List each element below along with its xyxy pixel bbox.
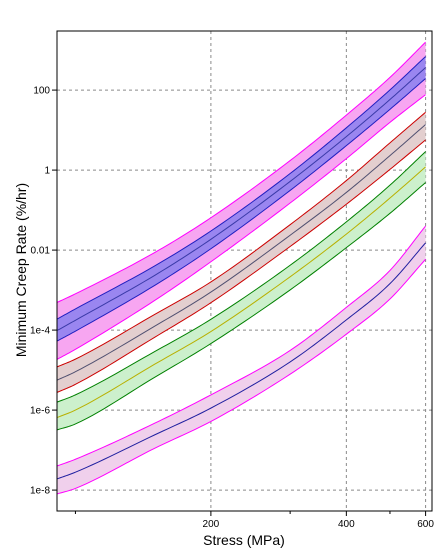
- confidence-bands: [57, 41, 426, 495]
- series-4-band-upper-line: [57, 225, 426, 467]
- grid: [57, 31, 432, 511]
- x-tick-label: 400: [338, 519, 355, 530]
- y-axis: 1e-8 1e-6 1e-4 0.01 1 100: [30, 86, 57, 497]
- y-tick-label: 0.01: [31, 246, 51, 257]
- series-1-median-line: [57, 67, 426, 332]
- y-tick-label: 1: [44, 166, 50, 177]
- series-4-band-fill: [57, 226, 426, 494]
- series-1-inner-band-upper-line: [57, 56, 426, 320]
- y-tick-label: 1e-8: [30, 486, 50, 497]
- series-2-median-line: [57, 124, 426, 381]
- plot-frame: [56, 30, 433, 512]
- y-tick-label: 100: [33, 86, 50, 97]
- series-3-band-fill: [57, 151, 426, 430]
- series-1-inner-band-lower-line: [57, 78, 426, 342]
- y-tick-label: 1e-6: [30, 406, 50, 417]
- series-3-median-line: [57, 166, 426, 419]
- series-1-outer-band-lower-line: [57, 94, 426, 360]
- series-3-band-lower-line: [57, 182, 426, 431]
- series-3-band-upper-line: [57, 151, 426, 403]
- series-1-inner-band-fill: [57, 56, 426, 342]
- series-4-median-line: [57, 242, 426, 480]
- series-2-band-lower-line: [57, 139, 426, 393]
- median-lines: [57, 67, 426, 480]
- x-axis: 200 400 600: [74, 511, 434, 530]
- y-tick-label: 1e-4: [30, 326, 50, 337]
- series-2-band-fill: [57, 112, 426, 393]
- y-axis-title: Minimum Creep Rate (%/hr): [13, 183, 29, 357]
- series-4-band-lower-line: [57, 258, 426, 495]
- x-axis-title: Stress (MPa): [203, 532, 285, 548]
- x-tick-label: 200: [203, 519, 220, 530]
- series-2-band-upper-line: [57, 111, 426, 368]
- x-tick-label: 600: [417, 519, 434, 530]
- series-1-outer-band-upper-line: [57, 41, 426, 303]
